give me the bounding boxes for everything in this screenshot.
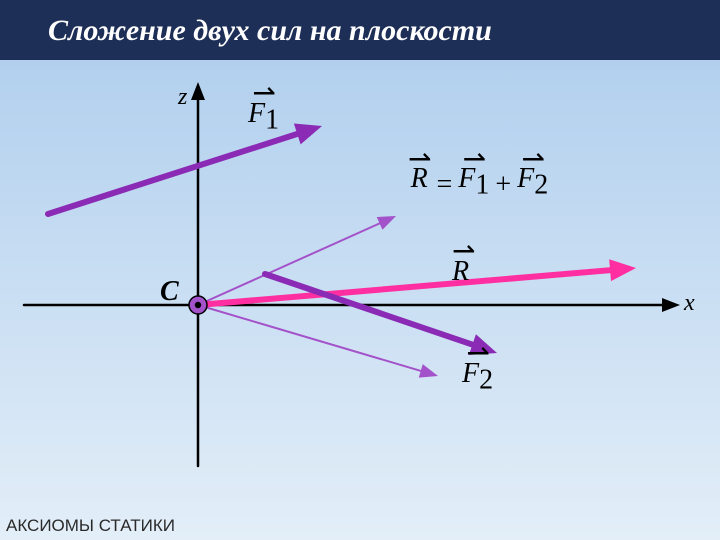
equation: ⇀R=⇀F1+⇀F2 xyxy=(406,156,550,202)
vector-label-f1: ⇀ F1 xyxy=(248,90,279,137)
slide-title: Сложение двух сил на плоскости xyxy=(48,14,492,48)
origin-label: C xyxy=(160,276,179,308)
diagram-svg xyxy=(0,0,720,540)
axis-x-label: x xyxy=(684,290,695,317)
vector-label-r: ⇀ R xyxy=(452,248,474,295)
slide-footer: АКСИОМЫ СТАТИКИ xyxy=(6,516,175,536)
axis-z-label: z xyxy=(178,84,187,111)
vector-label-f2: ⇀ F2 xyxy=(462,350,493,397)
